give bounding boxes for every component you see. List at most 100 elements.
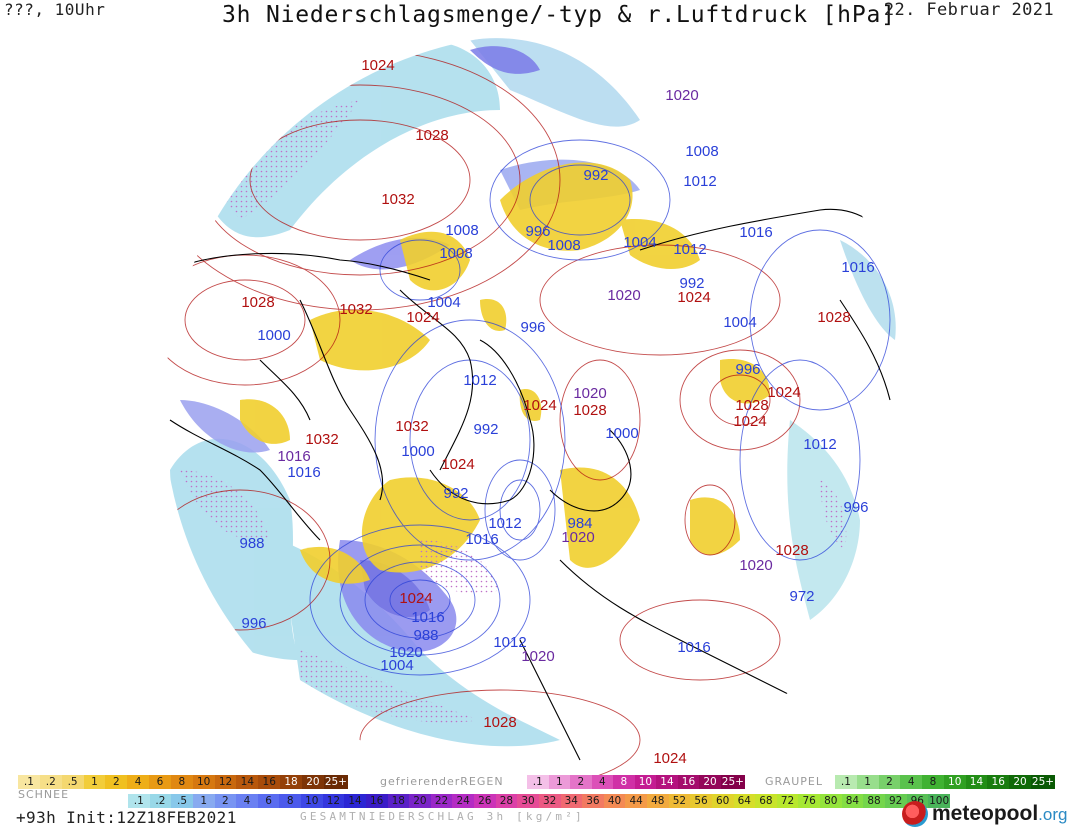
isobar-label: 1028: [483, 714, 516, 731]
legend-swatch: 14: [344, 794, 366, 808]
forecast-init: +93h Init:12Z18FEB2021: [16, 808, 237, 827]
isobar-label: 1016: [277, 448, 310, 465]
legend-swatch: 40: [603, 794, 626, 808]
legend-swatch: 12: [214, 775, 237, 789]
isobar-label: 1028: [735, 397, 768, 414]
legend-swatch: 14: [236, 775, 259, 789]
isobar-label: 988: [413, 627, 438, 644]
isobar-label: 1012: [673, 241, 706, 258]
legend-swatch: 12: [322, 794, 345, 808]
legend-swatch: 76: [798, 794, 820, 808]
isobar-label: 1024: [399, 590, 432, 607]
isobar-label: 996: [843, 499, 868, 516]
legend-swatch: 26: [474, 794, 496, 808]
isobar-label: 1032: [395, 418, 428, 435]
legend-swatch: .1: [18, 775, 40, 789]
total-precip-legend-label: GESAMTNIEDERSCHLAG 3h [kg/m²]: [300, 810, 585, 823]
legend-swatch: 72: [776, 794, 799, 808]
legend-swatch: 44: [625, 794, 647, 808]
legend-swatch: 16: [258, 775, 281, 789]
legend-swatch: 18: [280, 775, 302, 789]
isobar-label: 1020: [665, 87, 698, 104]
isobar-label: 1012: [488, 515, 521, 532]
isobar-label: 1004: [427, 294, 460, 311]
isobar-label: 1032: [305, 431, 338, 448]
isobar-label: 1000: [401, 443, 434, 460]
legend-swatch: 34: [560, 794, 583, 808]
isobar-label: 1028: [775, 542, 808, 559]
legend-swatch: 52: [668, 794, 691, 808]
snow-legend-label: SCHNEE: [18, 788, 70, 801]
isobar-label: 1008: [685, 143, 718, 160]
isobar-label: 1016: [465, 531, 498, 548]
legend-swatch: 8: [922, 775, 944, 789]
isobar-label: 1008: [445, 222, 478, 239]
legend-swatch: 25+: [1030, 775, 1056, 789]
legend-swatch: 8: [613, 775, 635, 789]
forecast-date: 22. Februar 2021: [883, 0, 1054, 20]
isobar-label: 972: [789, 588, 814, 605]
legend-swatch: 16: [365, 794, 388, 808]
legend-swatch: 10: [634, 775, 657, 789]
isobar-label: 1032: [339, 301, 372, 318]
isobar-label: 1024: [677, 289, 710, 306]
brand-main: meteopool: [932, 802, 1039, 825]
legend-swatch: 30: [517, 794, 539, 808]
total-precip-legend-scale: .1.2.5 1 2 4 6 8 10 12 14 16 18 20 22 24 26 28 30 32 34 36 4…: [128, 794, 951, 808]
graupel-legend-label: GRAUPEL: [765, 775, 824, 788]
isobar-label: 996: [525, 223, 550, 240]
meteopool-logo-icon: [902, 801, 928, 827]
isobar-label: 1004: [723, 314, 756, 331]
legend-swatch: 25+: [323, 775, 348, 789]
legend-swatch: 14: [656, 775, 678, 789]
isobar-label: 1028: [817, 309, 850, 326]
isobar-label: 1004: [623, 234, 656, 251]
chart-title: 3h Niederschlagsmenge/-typ & r.Luftdruck…: [222, 2, 896, 28]
isobar-label: 1012: [463, 372, 496, 389]
isobar-label: 1024: [523, 397, 556, 414]
legend-swatch: 2: [570, 775, 592, 789]
legend-swatch: 25+: [720, 775, 745, 789]
coastlines: [169, 208, 901, 761]
isobar-label: 996: [520, 319, 545, 336]
legend-swatch: .1: [527, 775, 549, 789]
isobar-label: 1016: [287, 464, 320, 481]
legend-swatch: 8: [170, 775, 193, 789]
legend-swatch: .5: [61, 775, 84, 789]
legend-swatch: 24: [452, 794, 474, 808]
isobar-label: 992: [583, 167, 608, 184]
legend-swatch: 64: [733, 794, 756, 808]
isobar-label: 1020: [573, 385, 606, 402]
isobar-label: 1000: [257, 327, 290, 344]
legend-swatch: .1: [128, 794, 150, 808]
legend-swatch: .1: [835, 775, 857, 789]
isobar-label: 1024: [406, 309, 439, 326]
legend-swatch: 4: [127, 775, 150, 789]
legend-swatch: 18: [387, 794, 410, 808]
isobar-label: 1020: [389, 644, 422, 661]
isobar-label: 996: [735, 361, 760, 378]
isobar-label: 1020: [607, 287, 640, 304]
brand-text: meteopool.org: [932, 802, 1067, 826]
isobar-label: 1032: [381, 191, 414, 208]
legend-swatch: 88: [863, 794, 885, 808]
legend-swatch: 2: [878, 775, 901, 789]
legend-swatch: 48: [647, 794, 669, 808]
isobar-label: 1000: [605, 425, 638, 442]
isobar-label: 1024: [733, 413, 766, 430]
meteopool-brand: meteopool.org: [902, 801, 1067, 827]
isobar-label: 1024: [361, 57, 394, 74]
legend-swatch: 2: [214, 794, 237, 808]
isobar-label: 1020: [521, 648, 554, 665]
legend-swatch: 6: [149, 775, 171, 789]
snow-legend-scale: .1.2.5 1 2 4 6 8 10 12 14 16 18 20 25+: [18, 775, 348, 789]
legend-swatch: 4: [591, 775, 614, 789]
isobar-label: 1016: [411, 609, 444, 626]
legend-swatch: 28: [495, 794, 518, 808]
isobar-label: 1028: [573, 402, 606, 419]
isobar-label: 992: [679, 275, 704, 292]
isobar-label: 1012: [493, 634, 526, 651]
isobar-label: 1012: [803, 436, 836, 453]
